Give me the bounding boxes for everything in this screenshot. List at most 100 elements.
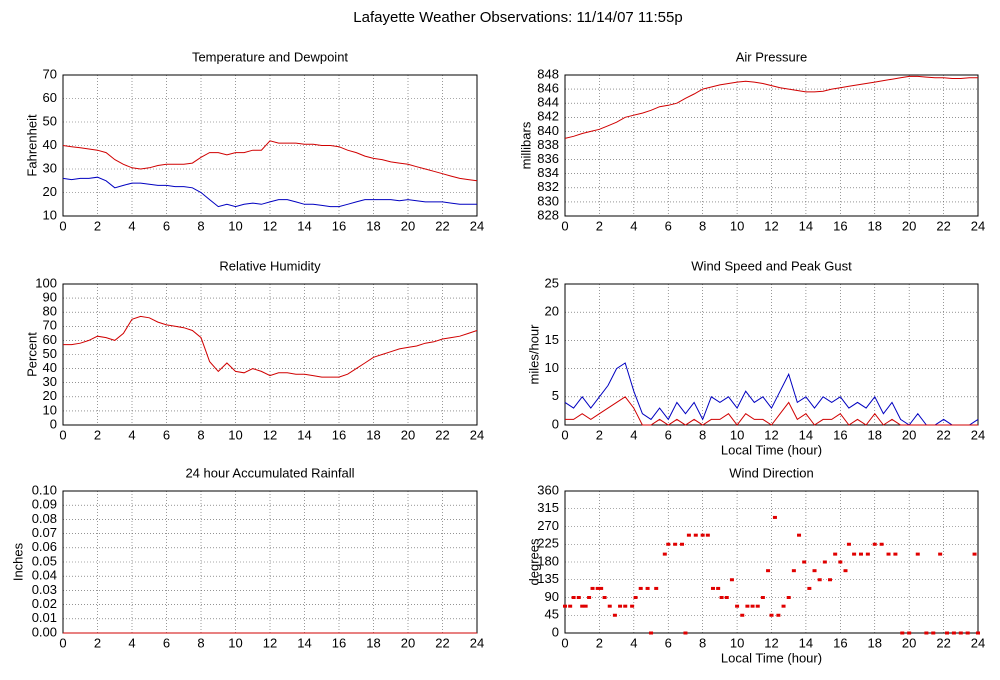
x-tick-label: 0	[561, 635, 568, 650]
data-point	[797, 533, 802, 537]
x-tick-label: 20	[902, 427, 916, 442]
x-tick-label: 20	[401, 218, 415, 233]
y-tick-label: 15	[545, 332, 559, 347]
x-tick-label: 10	[730, 635, 744, 650]
data-point	[633, 596, 638, 599]
chart-title: Wind Direction	[729, 465, 814, 480]
x-tick-label: 24	[971, 427, 985, 442]
x-tick-label: 8	[699, 635, 706, 650]
x-tick-label: 22	[435, 635, 449, 650]
y-tick-label: 25	[545, 275, 559, 290]
data-line	[62, 140, 478, 182]
y-axis-label: degrees	[526, 538, 541, 585]
data-point	[865, 552, 870, 556]
y-tick-label: 0.06	[32, 539, 57, 554]
x-tick-label: 16	[833, 635, 847, 650]
y-tick-label: 0	[552, 624, 559, 639]
data-point	[571, 596, 576, 599]
x-tick-label: 2	[94, 218, 101, 233]
x-tick-label: 12	[764, 218, 778, 233]
chart-title: Relative Humidity	[219, 258, 321, 273]
x-tick-label: 12	[263, 427, 277, 442]
x-tick-label: 4	[128, 635, 135, 650]
x-tick-label: 10	[730, 427, 744, 442]
plot-frame	[564, 490, 979, 634]
data-point	[716, 586, 721, 590]
x-tick-label: 20	[401, 427, 415, 442]
x-tick-label: 10	[228, 218, 242, 233]
y-tick-label: 50	[43, 346, 57, 361]
page-title: Lafayette Weather Observations: 11/14/07…	[353, 9, 682, 26]
data-point	[945, 631, 950, 635]
x-tick-label: 10	[228, 427, 242, 442]
x-tick-label: 16	[332, 218, 346, 233]
x-tick-label: 24	[971, 635, 985, 650]
y-tick-label: 836	[537, 151, 559, 166]
x-tick-label: 22	[936, 635, 950, 650]
x-tick-label: 0	[561, 218, 568, 233]
data-point	[602, 596, 607, 599]
x-tick-label: 0	[561, 427, 568, 442]
x-tick-label: 8	[699, 427, 706, 442]
x-tick-label: 8	[197, 218, 204, 233]
data-point	[817, 578, 822, 582]
x-tick-label: 8	[699, 218, 706, 233]
data-point	[931, 631, 936, 635]
y-tick-label: 10	[43, 402, 57, 417]
y-tick-label: 0	[552, 416, 559, 431]
data-point	[786, 596, 791, 599]
data-line	[564, 362, 979, 426]
data-point	[858, 552, 863, 556]
y-axis-label: Percent	[24, 332, 39, 377]
data-point	[976, 631, 980, 635]
plot-frame	[564, 74, 979, 217]
x-tick-label: 16	[332, 427, 346, 442]
y-tick-label: 70	[43, 318, 57, 333]
data-point	[760, 596, 765, 599]
x-tick-label: 0	[59, 635, 66, 650]
data-point	[686, 533, 691, 537]
y-tick-label: 846	[537, 81, 559, 96]
x-tick-label: 22	[936, 218, 950, 233]
data-point	[599, 586, 604, 590]
data-point	[618, 604, 623, 608]
y-tick-label: 0.05	[32, 553, 57, 568]
y-tick-label: 20	[545, 304, 559, 319]
data-point	[846, 542, 851, 546]
y-tick-label: 0.09	[32, 497, 57, 512]
x-tick-label: 4	[630, 635, 637, 650]
x-tick-label: 6	[665, 635, 672, 650]
data-point	[915, 552, 920, 556]
x-tick-label: 18	[868, 218, 882, 233]
x-tick-label: 0	[59, 427, 66, 442]
y-tick-label: 0	[50, 416, 57, 431]
data-point	[838, 560, 843, 564]
x-tick-label: 20	[902, 635, 916, 650]
x-tick-label: 14	[297, 635, 311, 650]
plot-frame	[62, 283, 478, 426]
y-tick-label: 838	[537, 137, 559, 152]
data-point	[755, 604, 760, 608]
x-tick-label: 20	[902, 218, 916, 233]
y-tick-label: 360	[537, 482, 559, 497]
y-tick-label: 20	[43, 184, 57, 199]
y-tick-label: 842	[537, 109, 559, 124]
x-tick-label: 14	[297, 218, 311, 233]
y-tick-label: 70	[43, 66, 57, 81]
data-point	[607, 604, 612, 608]
data-point	[666, 542, 671, 546]
y-axis-label: miles/hour	[526, 324, 541, 385]
x-tick-label: 12	[764, 427, 778, 442]
data-point	[886, 552, 891, 556]
x-tick-label: 8	[197, 427, 204, 442]
data-point	[852, 552, 857, 556]
data-point	[828, 578, 833, 582]
data-point	[693, 533, 698, 537]
data-point	[907, 631, 912, 635]
data-line	[564, 75, 978, 139]
x-tick-label: 22	[435, 427, 449, 442]
x-tick-label: 16	[833, 427, 847, 442]
data-point	[938, 552, 943, 556]
x-tick-label: 24	[470, 427, 484, 442]
